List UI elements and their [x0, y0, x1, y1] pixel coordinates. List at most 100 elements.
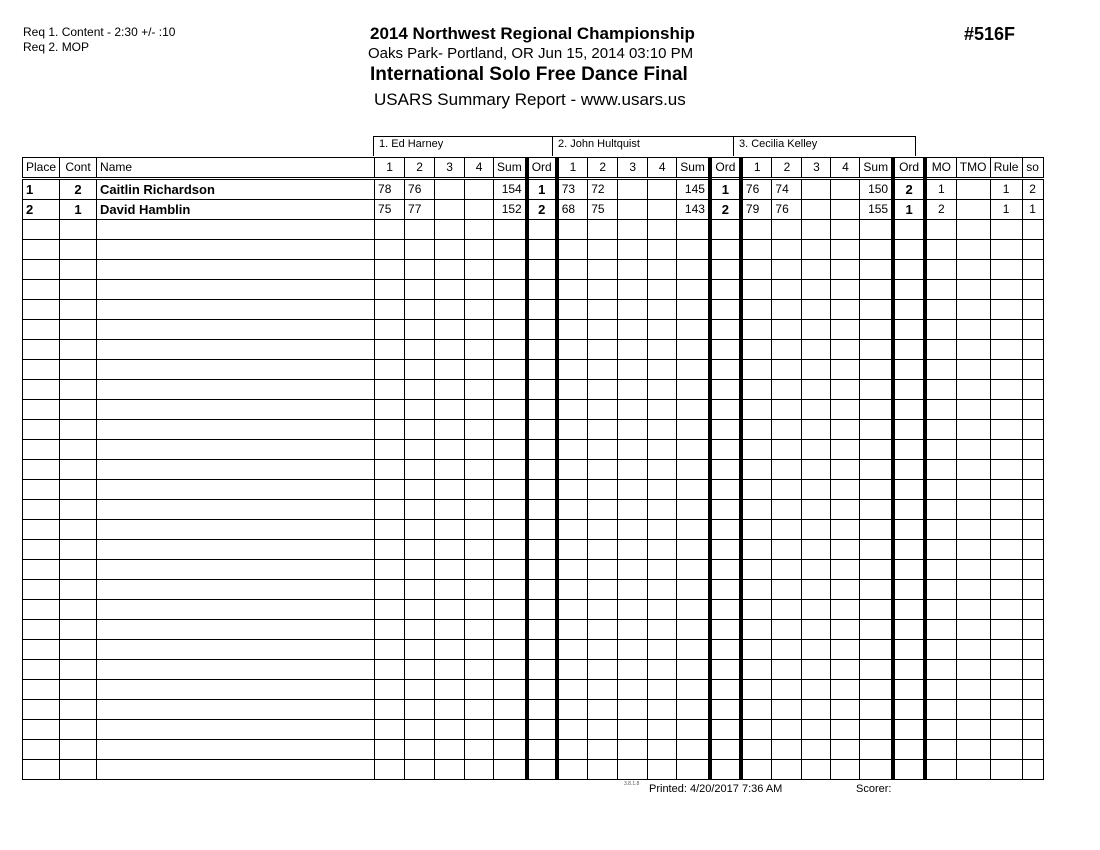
table-row [21, 739, 1044, 760]
ord-cell [524, 239, 558, 260]
name-cell [96, 319, 376, 340]
score-cell [554, 459, 589, 480]
table-row [21, 519, 1044, 540]
sum-cell [493, 439, 528, 460]
col-judge-2-3: 3 [617, 157, 649, 180]
score-cell [801, 359, 832, 380]
ord-cell: 1 [707, 178, 742, 200]
score-cell [464, 359, 495, 380]
score-cell [464, 339, 495, 360]
col-judge-2-4: 4 [647, 157, 678, 180]
score-cell: 76 [404, 178, 436, 200]
mo-cell [923, 479, 957, 500]
ord-cell [524, 319, 558, 340]
score-cell [464, 279, 495, 300]
score-cell: 75 [587, 199, 619, 220]
sum-cell [859, 359, 894, 380]
score-cell [404, 439, 436, 460]
table-row [21, 699, 1044, 720]
sum-cell [493, 379, 528, 400]
sum-cell [859, 759, 894, 780]
score-cell: 77 [404, 199, 436, 220]
score-cell [738, 279, 773, 300]
score-cell [404, 619, 436, 640]
mo-cell [923, 639, 957, 660]
score-cell: 68 [554, 199, 589, 220]
score-cell [617, 479, 649, 500]
score-cell [647, 199, 678, 220]
ord-cell [707, 459, 742, 480]
results-table: Place Cont Name 1 2 3 4 Sum Ord 1 2 3 4 Sum Ord 1 2 3 4 Sum… [21, 157, 1044, 780]
score-cell [554, 639, 589, 660]
sum-cell [859, 339, 894, 360]
tmo-cell [955, 579, 991, 600]
score-cell [738, 299, 773, 320]
score-cell [647, 399, 678, 420]
sum-cell [676, 459, 711, 480]
score-cell [374, 679, 406, 700]
score-cell [830, 219, 861, 240]
tmo-cell [955, 199, 991, 220]
score-cell [771, 699, 803, 720]
printed-timestamp: Printed: 4/20/2017 7:36 AM [649, 783, 783, 795]
place-cell [21, 399, 61, 420]
cont-cell [59, 719, 98, 740]
rule-cell [989, 639, 1023, 660]
score-cell [434, 339, 466, 360]
name-cell: David Hamblin [96, 199, 376, 220]
score-cell [647, 379, 678, 400]
rule-cell [989, 719, 1023, 740]
rule-cell [989, 519, 1023, 540]
score-cell [617, 259, 649, 280]
score-cell [404, 379, 436, 400]
score-cell [587, 439, 619, 460]
score-cell [464, 619, 495, 640]
so-cell [1021, 459, 1044, 480]
score-cell [617, 399, 649, 420]
so-cell [1021, 279, 1044, 300]
score-cell [771, 239, 803, 260]
sum-cell [676, 759, 711, 780]
ord-cell [524, 619, 558, 640]
score-cell [738, 439, 773, 460]
sum-cell [859, 299, 894, 320]
score-cell [738, 259, 773, 280]
tmo-cell [955, 399, 991, 420]
score-cell [617, 178, 649, 200]
ord-cell [891, 699, 926, 720]
cont-cell [59, 359, 98, 380]
score-cell: 78 [374, 178, 406, 200]
score-cell [830, 239, 861, 260]
ord-cell [524, 499, 558, 520]
score-cell [830, 399, 861, 420]
score-cell [587, 759, 619, 780]
score-cell [587, 299, 619, 320]
score-cell [464, 299, 495, 320]
score-cell [801, 239, 832, 260]
ord-cell [891, 659, 926, 680]
so-cell [1021, 219, 1044, 240]
ord-cell [891, 439, 926, 460]
score-cell [771, 559, 803, 580]
score-cell [647, 279, 678, 300]
score-cell [830, 499, 861, 520]
ord-cell [707, 359, 742, 380]
score-cell [404, 639, 436, 660]
mo-cell [923, 339, 957, 360]
score-cell [617, 739, 649, 760]
score-cell [801, 639, 832, 660]
sum-cell [859, 679, 894, 700]
place-cell [21, 479, 61, 500]
score-cell [587, 539, 619, 560]
score-cell [801, 299, 832, 320]
sum-cell [676, 339, 711, 360]
cont-cell [59, 599, 98, 620]
rule-cell [989, 259, 1023, 280]
ord-cell: 1 [891, 199, 926, 220]
score-cell [647, 359, 678, 380]
table-row: 2 1 David Hamblin 75 77 152 2 68 75 143 2 79 76 155 1 2… [21, 199, 1044, 220]
score-cell [771, 479, 803, 500]
ord-cell [707, 639, 742, 660]
sum-cell [493, 619, 528, 640]
sum-cell [859, 499, 894, 520]
